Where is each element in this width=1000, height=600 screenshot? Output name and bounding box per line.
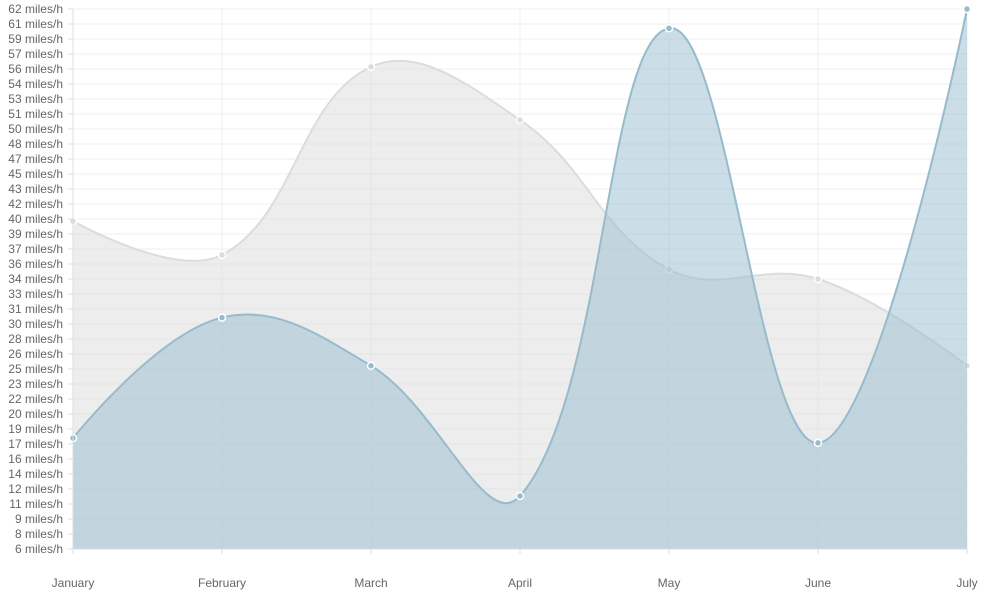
y-tick-label: 25 miles/h [8, 362, 63, 376]
y-tick-label: 11 miles/h [9, 497, 63, 511]
y-tick-label: 33 miles/h [8, 287, 63, 301]
y-tick-label: 6 miles/h [15, 542, 63, 556]
series-2-point[interactable] [813, 438, 823, 448]
x-tick-label: May [658, 576, 681, 590]
y-tick-label: 17 miles/h [8, 437, 63, 451]
axes: 6 miles/h8 miles/h9 miles/h11 miles/h12 … [8, 2, 977, 590]
y-tick-label: 43 miles/h [8, 182, 63, 196]
series-1-point[interactable] [217, 250, 227, 260]
y-tick-label: 45 miles/h [8, 167, 63, 181]
y-tick-label: 50 miles/h [8, 122, 63, 136]
series-2-point[interactable] [515, 491, 525, 501]
series-1-point[interactable] [366, 62, 376, 72]
y-tick-label: 54 miles/h [8, 77, 63, 91]
series-2-point[interactable] [962, 4, 972, 14]
y-tick-label: 34 miles/h [8, 272, 63, 286]
y-tick-label: 40 miles/h [8, 212, 63, 226]
series-2-point[interactable] [366, 361, 376, 371]
x-tick-label: June [805, 576, 831, 590]
x-tick-label: January [52, 576, 95, 590]
y-tick-label: 53 miles/h [8, 92, 63, 106]
y-tick-label: 48 miles/h [8, 137, 63, 151]
y-tick-label: 20 miles/h [8, 407, 63, 421]
series-2-point[interactable] [664, 24, 674, 33]
y-tick-label: 31 miles/h [8, 302, 63, 316]
y-tick-label: 23 miles/h [8, 377, 63, 391]
y-tick-label: 8 miles/h [15, 527, 63, 541]
series-layer [68, 4, 972, 550]
y-tick-label: 61 miles/h [8, 17, 63, 31]
y-tick-label: 12 miles/h [8, 482, 63, 496]
y-tick-label: 56 miles/h [8, 62, 63, 76]
x-tick-label: April [508, 576, 532, 590]
y-tick-label: 51 miles/h [8, 107, 63, 121]
series-2-line [72, 8, 968, 505]
y-tick-label: 28 miles/h [8, 332, 63, 346]
series-2-area [73, 9, 967, 549]
series-1-point[interactable] [813, 274, 823, 284]
y-tick-label: 57 miles/h [8, 47, 63, 61]
y-tick-label: 16 miles/h [8, 452, 63, 466]
series-1-point[interactable] [515, 115, 525, 125]
x-tick-label: July [956, 576, 977, 590]
y-tick-label: 42 miles/h [8, 197, 63, 211]
y-tick-label: 22 miles/h [8, 392, 63, 406]
series-2-point[interactable] [217, 313, 227, 322]
y-tick-label: 47 miles/h [8, 152, 63, 166]
x-tick-label: February [198, 576, 246, 590]
y-tick-label: 14 miles/h [8, 467, 63, 481]
y-tick-label: 37 miles/h [8, 242, 63, 256]
y-tick-label: 59 miles/h [8, 32, 63, 46]
y-tick-label: 36 miles/h [8, 257, 63, 271]
y-tick-label: 39 miles/h [8, 227, 63, 241]
x-tick-label: March [354, 576, 387, 590]
y-tick-label: 62 miles/h [8, 2, 63, 16]
y-tick-label: 30 miles/h [8, 317, 63, 331]
y-tick-label: 19 miles/h [8, 422, 63, 436]
y-tick-label: 26 miles/h [8, 347, 63, 361]
y-tick-label: 9 miles/h [15, 512, 63, 526]
